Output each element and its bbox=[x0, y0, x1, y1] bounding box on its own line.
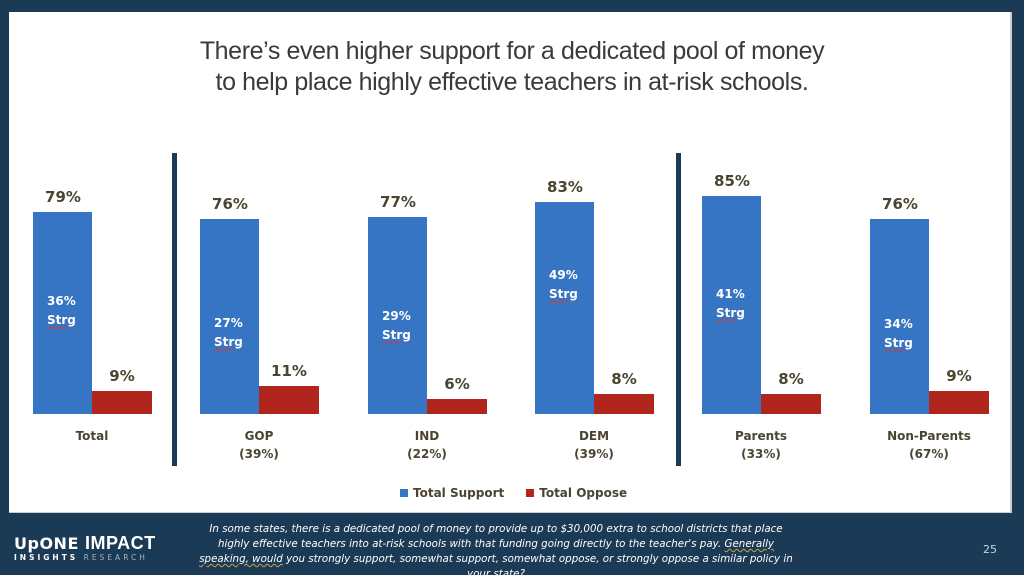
support-value: 79% bbox=[45, 188, 81, 206]
support-bar bbox=[368, 217, 427, 414]
question-text-underlined: Generally speaking, would bbox=[199, 538, 775, 565]
category-label: IND (22%) bbox=[357, 427, 497, 463]
oppose-value: 9% bbox=[946, 367, 972, 385]
strong-support-value: 29% bbox=[382, 309, 411, 323]
support-value: 85% bbox=[714, 172, 750, 190]
strong-support-value: 36% bbox=[47, 294, 76, 308]
support-bar bbox=[870, 219, 929, 414]
category-name: DEM bbox=[578, 429, 610, 443]
support-bar bbox=[702, 196, 761, 414]
strong-support-value: 49% bbox=[549, 268, 578, 282]
support-value: 76% bbox=[882, 195, 918, 213]
strong-support-text: Strg bbox=[214, 335, 243, 349]
support-bar bbox=[200, 219, 259, 414]
strong-support-label: 36% Strg bbox=[47, 292, 107, 330]
oppose-swatch-icon bbox=[526, 489, 535, 497]
category-name: Non-Parents bbox=[887, 429, 971, 443]
oppose-bar bbox=[427, 399, 487, 414]
category-name: Total bbox=[75, 429, 109, 443]
strong-support-label: 41% Strg bbox=[716, 285, 776, 323]
category-name: IND bbox=[414, 429, 440, 443]
logo-insights: INSIGHTS bbox=[14, 553, 79, 562]
strong-support-value: 27% bbox=[214, 316, 243, 330]
oppose-bar bbox=[929, 391, 989, 414]
category-share: (22%) bbox=[407, 447, 447, 461]
strong-support-text: Strg bbox=[884, 336, 913, 350]
question-text: you strongly support, somewhat support, … bbox=[282, 553, 793, 575]
category-share: (67%) bbox=[909, 447, 949, 461]
support-bar bbox=[33, 212, 92, 414]
category-label: Parents (33%) bbox=[691, 427, 831, 463]
category-label: DEM (39%) bbox=[524, 427, 664, 463]
category-share: (33%) bbox=[741, 447, 781, 461]
strong-support-label: 27% Strg bbox=[214, 314, 274, 352]
legend-label: Total Oppose bbox=[539, 486, 628, 500]
oppose-value: 11% bbox=[271, 362, 307, 380]
oppose-value: 6% bbox=[444, 375, 470, 393]
page-number: 25 bbox=[983, 543, 997, 556]
group-divider bbox=[676, 153, 681, 466]
strong-support-text: Strg bbox=[382, 328, 411, 342]
legend-label: Total Support bbox=[413, 486, 505, 500]
support-swatch-icon bbox=[400, 489, 408, 497]
question-text: In some states, there is a dedicated poo… bbox=[209, 523, 783, 550]
title-line-2: to help place highly effective teachers … bbox=[215, 68, 809, 96]
oppose-bar bbox=[92, 391, 152, 414]
category-share: (39%) bbox=[239, 447, 279, 461]
logo-research: RESEARCH bbox=[83, 553, 148, 562]
support-value: 76% bbox=[212, 195, 248, 213]
survey-question: In some states, there is a dedicated poo… bbox=[196, 522, 796, 575]
oppose-bar bbox=[259, 386, 319, 414]
group-divider bbox=[172, 153, 177, 466]
strong-support-text: Strg bbox=[716, 306, 745, 320]
legend-item-support: Total Support bbox=[400, 486, 504, 500]
strong-support-text: Strg bbox=[549, 287, 578, 301]
oppose-value: 8% bbox=[778, 370, 804, 388]
strong-support-text: Strg bbox=[47, 313, 76, 327]
oppose-value: 9% bbox=[109, 367, 135, 385]
category-label: GOP (39%) bbox=[189, 427, 329, 463]
category-label: Non-Parents (67%) bbox=[859, 427, 999, 463]
category-name: GOP bbox=[244, 429, 274, 443]
category-share: (39%) bbox=[574, 447, 614, 461]
strong-support-value: 41% bbox=[716, 287, 745, 301]
title-line-1: There’s even higher support for a dedica… bbox=[199, 37, 825, 65]
oppose-bar bbox=[594, 394, 654, 414]
legend-item-oppose: Total Oppose bbox=[526, 486, 627, 500]
company-logo: UpONE IMPACT INSIGHTS RESEARCH bbox=[14, 533, 156, 563]
strong-support-value: 34% bbox=[884, 317, 913, 331]
logo-upone: UpONE bbox=[14, 534, 79, 553]
oppose-value: 8% bbox=[611, 370, 637, 388]
support-bar bbox=[535, 202, 594, 414]
category-name: Parents bbox=[734, 429, 788, 443]
chart-legend: Total Support Total Oppose bbox=[400, 486, 627, 500]
support-value: 77% bbox=[380, 193, 416, 211]
slide-title: There’s even higher support for a dedica… bbox=[0, 36, 1024, 98]
strong-support-label: 34% Strg bbox=[884, 315, 944, 353]
logo-impact: IMPACT bbox=[84, 533, 156, 553]
oppose-bar bbox=[761, 394, 821, 414]
strong-support-label: 49% Strg bbox=[549, 266, 609, 304]
strong-support-label: 29% Strg bbox=[382, 307, 442, 345]
category-label: Total bbox=[22, 427, 162, 445]
support-value: 83% bbox=[547, 178, 583, 196]
